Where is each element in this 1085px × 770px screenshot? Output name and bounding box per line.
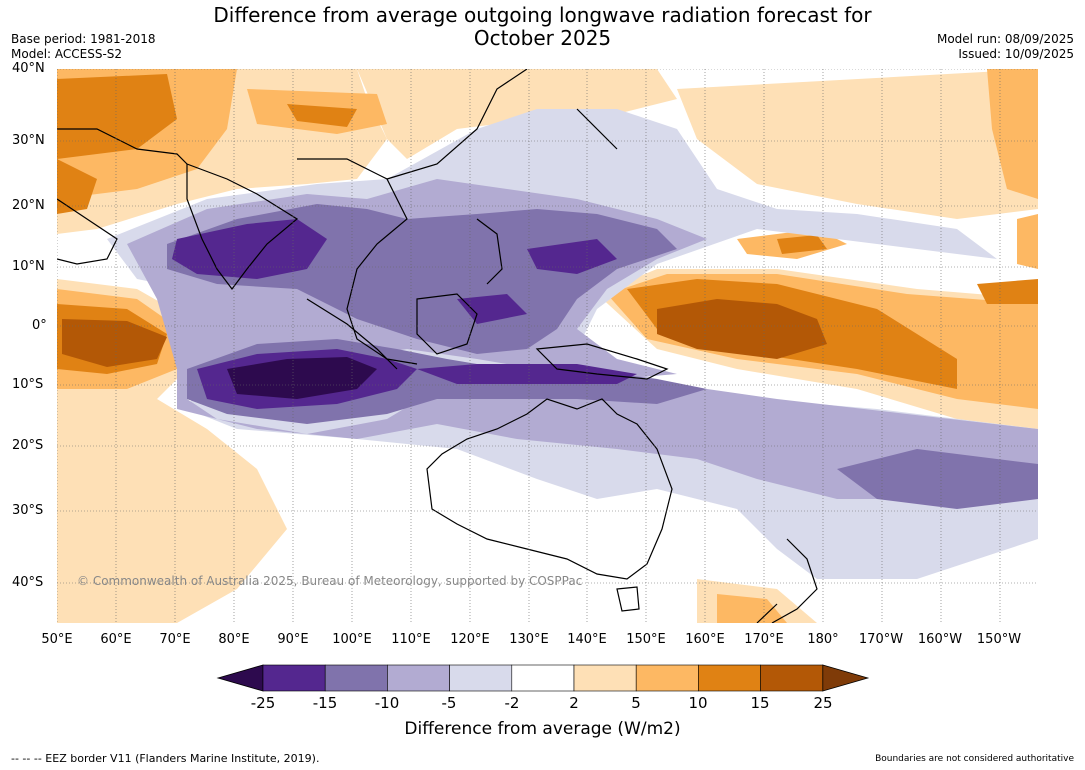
map-title: Difference from average outgoing longwav… xyxy=(0,4,1085,50)
issued-text: Issued: 10/09/2025 xyxy=(958,47,1074,61)
anomaly-region xyxy=(977,279,1038,304)
base-period-text: Base period: 1981-2018 xyxy=(11,32,156,46)
colorbar-segments xyxy=(216,664,870,692)
anomaly-region xyxy=(777,235,827,254)
graticule xyxy=(57,69,1038,623)
anomaly-region xyxy=(677,69,1038,219)
anomaly-region xyxy=(357,69,677,159)
colorbar-segment xyxy=(511,664,575,692)
coastlines xyxy=(57,69,818,623)
lon-label-140e: 140°E xyxy=(567,632,607,647)
anomaly-region xyxy=(172,219,327,279)
anomaly-region xyxy=(1017,214,1038,269)
coastline-japan xyxy=(576,108,618,150)
lon-label-170e: 170°E xyxy=(744,632,784,647)
anomaly-region xyxy=(417,364,637,384)
colorbar-tick: -15 xyxy=(312,694,338,712)
anomaly-region xyxy=(837,449,1038,509)
colorbar-tick: 5 xyxy=(631,694,641,712)
meta-left: Base period: 1981-2018 Model: ACCESS-S2 xyxy=(11,32,156,62)
colorbar-segment xyxy=(387,664,450,692)
lon-label-150e: 150°E xyxy=(626,632,666,647)
coastline-tasmania xyxy=(616,586,640,612)
colorbar-tick: 2 xyxy=(569,694,579,712)
lon-label-50e: 50°E xyxy=(41,632,73,647)
coastline-philippines xyxy=(476,218,503,285)
lon-label-160w: 160°W xyxy=(917,632,963,647)
lon-label-130e: 130°E xyxy=(509,632,549,647)
coastline-india xyxy=(186,163,299,290)
colorbar-tick: -2 xyxy=(504,694,520,712)
anomaly-region xyxy=(57,159,97,214)
eez-legend-note: -- -- -- EEZ border V11 (Flanders Marine… xyxy=(11,752,320,765)
model-text: Model: ACCESS-S2 xyxy=(11,47,123,61)
lon-label-120e: 120°E xyxy=(450,632,490,647)
colorbar-segment xyxy=(262,664,326,692)
lat-label-40s: 40°S xyxy=(12,575,44,590)
negative-anomaly-layer xyxy=(107,109,1038,579)
anomaly-region xyxy=(227,357,377,399)
colorbar-tick: 25 xyxy=(813,694,833,712)
coastline-sumatra xyxy=(306,298,398,370)
anomaly-region xyxy=(657,299,827,359)
colorbar-tick: -25 xyxy=(250,694,276,712)
meta-right: Model run: 08/09/2025 Issued: 10/09/2025 xyxy=(937,32,1074,62)
lat-label-30n: 30°N xyxy=(12,133,45,148)
anomaly-region xyxy=(287,104,357,127)
lat-label-20s: 20°S xyxy=(12,438,44,453)
lon-label-100e: 100°E xyxy=(332,632,372,647)
olr-anomaly-map xyxy=(57,69,1038,623)
lon-label-180: 180° xyxy=(807,632,839,647)
anomaly-region xyxy=(527,239,617,274)
lat-label-10s: 10°S xyxy=(12,377,44,392)
colorbar-segment xyxy=(573,664,637,692)
anomaly-region xyxy=(62,319,167,367)
anomaly-region xyxy=(987,69,1038,199)
coastline-new-zealand xyxy=(756,538,818,623)
lon-label-90e: 90°E xyxy=(277,632,309,647)
lat-label-20n: 20°N xyxy=(12,198,45,213)
colorbar-tick: -5 xyxy=(441,694,457,712)
coastline-asia xyxy=(57,69,528,365)
lat-label-equator: 0° xyxy=(32,318,47,333)
colorbar-segment xyxy=(698,664,761,692)
colorbar-label: Difference from average (W/m2) xyxy=(404,719,681,739)
lon-label-160e: 160°E xyxy=(685,632,725,647)
anomaly-region xyxy=(717,594,787,623)
coastline-borneo xyxy=(416,293,478,355)
lat-label-30s: 30°S xyxy=(12,503,44,518)
colorbar-tick: 10 xyxy=(688,694,708,712)
coastline-australia xyxy=(426,398,673,580)
title-line-2: October 2025 xyxy=(473,26,612,50)
lon-label-150w: 150°W xyxy=(976,632,1022,647)
positive-anomaly-layer xyxy=(57,69,1038,623)
copyright-notice: © Commonwealth of Australia 2025, Bureau… xyxy=(77,574,583,588)
colorbar-tick: -10 xyxy=(374,694,400,712)
coastline-arabia xyxy=(57,198,118,265)
anomaly-region xyxy=(57,74,177,159)
colorbar-tick: 15 xyxy=(750,694,770,712)
lon-label-170w: 170°W xyxy=(858,632,904,647)
colorbar-segment xyxy=(324,664,388,692)
lon-label-70e: 70°E xyxy=(159,632,191,647)
lat-label-10n: 10°N xyxy=(12,259,45,274)
colorbar-segment xyxy=(760,664,824,692)
colorbar-segment xyxy=(449,664,513,692)
colorbar xyxy=(216,664,870,692)
anomaly-region xyxy=(457,294,527,324)
model-run-text: Model run: 08/09/2025 xyxy=(936,32,1074,46)
lon-label-110e: 110°E xyxy=(391,632,431,647)
colorbar-segment xyxy=(635,664,699,692)
lon-label-80e: 80°E xyxy=(218,632,250,647)
lon-label-60e: 60°E xyxy=(100,632,132,647)
boundaries-disclaimer: Boundaries are not considered authoritat… xyxy=(875,754,1074,764)
lat-label-40n: 40°N xyxy=(12,61,45,76)
colorbar-extend-low xyxy=(216,664,264,692)
colorbar-extend-high xyxy=(822,664,870,692)
coastline-new-guinea xyxy=(535,343,669,380)
title-line-1: Difference from average outgoing longwav… xyxy=(213,3,872,27)
